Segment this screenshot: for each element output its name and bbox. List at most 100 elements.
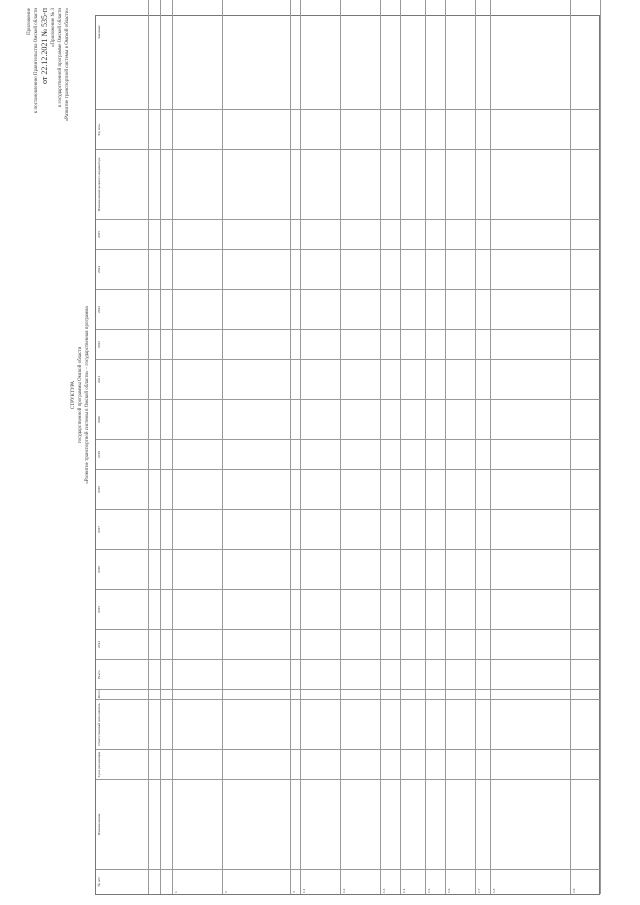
table-cell: [571, 749, 601, 779]
table-cell: [301, 289, 341, 329]
table-cell: [223, 629, 291, 659]
table-cell: [223, 659, 291, 689]
table-cell: [491, 329, 571, 359]
table-cell: [149, 779, 161, 869]
row-number: 1.2: [341, 869, 381, 894]
table-cell: [291, 359, 301, 399]
table-cell: [491, 629, 571, 659]
table-cell: [341, 289, 381, 329]
table-cell: [149, 359, 161, 399]
table-cell: [476, 219, 491, 249]
table-cell: [446, 469, 476, 509]
table-cell: [341, 399, 381, 439]
table-cell: [571, 289, 601, 329]
table-cell: [491, 689, 571, 699]
table-cell: [161, 439, 173, 469]
table-cell: [491, 359, 571, 399]
table-cell: [476, 629, 491, 659]
table-cell: [223, 749, 291, 779]
table-cell: [291, 749, 301, 779]
table-cell: [571, 689, 601, 699]
table-cell: [476, 359, 491, 399]
table-cell: [173, 589, 223, 629]
table-cell: [381, 249, 401, 289]
table-cell: [149, 109, 161, 149]
title-line: «Развитие транспортной системы в Омской …: [85, 306, 90, 484]
table-cell: [149, 149, 161, 219]
table-cell: [291, 629, 301, 659]
table-cell: [161, 689, 173, 699]
table-cell: [426, 399, 446, 439]
table-cell: [341, 0, 381, 109]
table-cell: [426, 289, 446, 329]
table-cell: [381, 289, 401, 329]
column-header: 2015: [96, 589, 149, 629]
table-cell: [161, 329, 173, 359]
column-header: Наименование целевого индикатора: [96, 149, 149, 219]
appendix-header: Приложение к постановлению Правительства…: [26, 8, 71, 208]
table-cell: [381, 359, 401, 399]
column-header: 2018: [96, 469, 149, 509]
table-cell: [161, 509, 173, 549]
table-cell: [446, 0, 476, 109]
row-number: 3: [291, 869, 301, 894]
table-cell: [291, 249, 301, 289]
table-cell: [223, 399, 291, 439]
column-header: 2023: [96, 289, 149, 329]
table-cell: [476, 469, 491, 509]
table-cell: [149, 589, 161, 629]
table-cell: [223, 219, 291, 249]
table-cell: [401, 749, 426, 779]
column-header: Ответственный исполнитель: [96, 699, 149, 749]
table-cell: [291, 469, 301, 509]
table-cell: [291, 689, 301, 699]
table-cell: [291, 329, 301, 359]
table-cell: [161, 549, 173, 589]
table-cell: [341, 219, 381, 249]
appendix-date: от 22.12.2021 № 535-п: [40, 8, 49, 84]
table-cell: [426, 589, 446, 629]
table-cell: [301, 659, 341, 689]
table-cell: [161, 149, 173, 219]
table-cell: [301, 329, 341, 359]
table-cell: [446, 779, 476, 869]
table-cell: [223, 779, 291, 869]
title-line: государственной программы Омской области: [78, 346, 83, 444]
table-cell: [301, 149, 341, 219]
table-cell: [381, 689, 401, 699]
table-cell: [161, 469, 173, 509]
table-cell: [381, 659, 401, 689]
table-cell: [446, 399, 476, 439]
table-cell: [571, 699, 601, 749]
table-cell: [149, 699, 161, 749]
table-cell: [571, 249, 601, 289]
table-cell: [161, 629, 173, 659]
table-cell: [301, 589, 341, 629]
column-header: Значение: [96, 0, 149, 109]
table-cell: [173, 749, 223, 779]
table-cell: [291, 149, 301, 219]
table-cell: [401, 109, 426, 149]
table-cell: [401, 149, 426, 219]
table-cell: [426, 439, 446, 469]
table-cell: [301, 509, 341, 549]
table-cell: [476, 549, 491, 589]
table-cell: [223, 699, 291, 749]
table-cell: [291, 399, 301, 439]
table-cell: [161, 779, 173, 869]
table-cell: [426, 749, 446, 779]
table-cell: [476, 149, 491, 219]
column-header: 2017: [96, 509, 149, 549]
table-cell: [291, 779, 301, 869]
table-cell: [173, 439, 223, 469]
table-cell: [491, 549, 571, 589]
table-cell: [173, 359, 223, 399]
table-cell: [381, 629, 401, 659]
table-cell: [173, 329, 223, 359]
document-title: СТРУКТУРА государственной программы Омск…: [70, 185, 91, 605]
table-cell: [291, 289, 301, 329]
table-cell: [161, 249, 173, 289]
table-cell: [401, 779, 426, 869]
table-cell: [149, 249, 161, 289]
table-cell: [491, 659, 571, 689]
